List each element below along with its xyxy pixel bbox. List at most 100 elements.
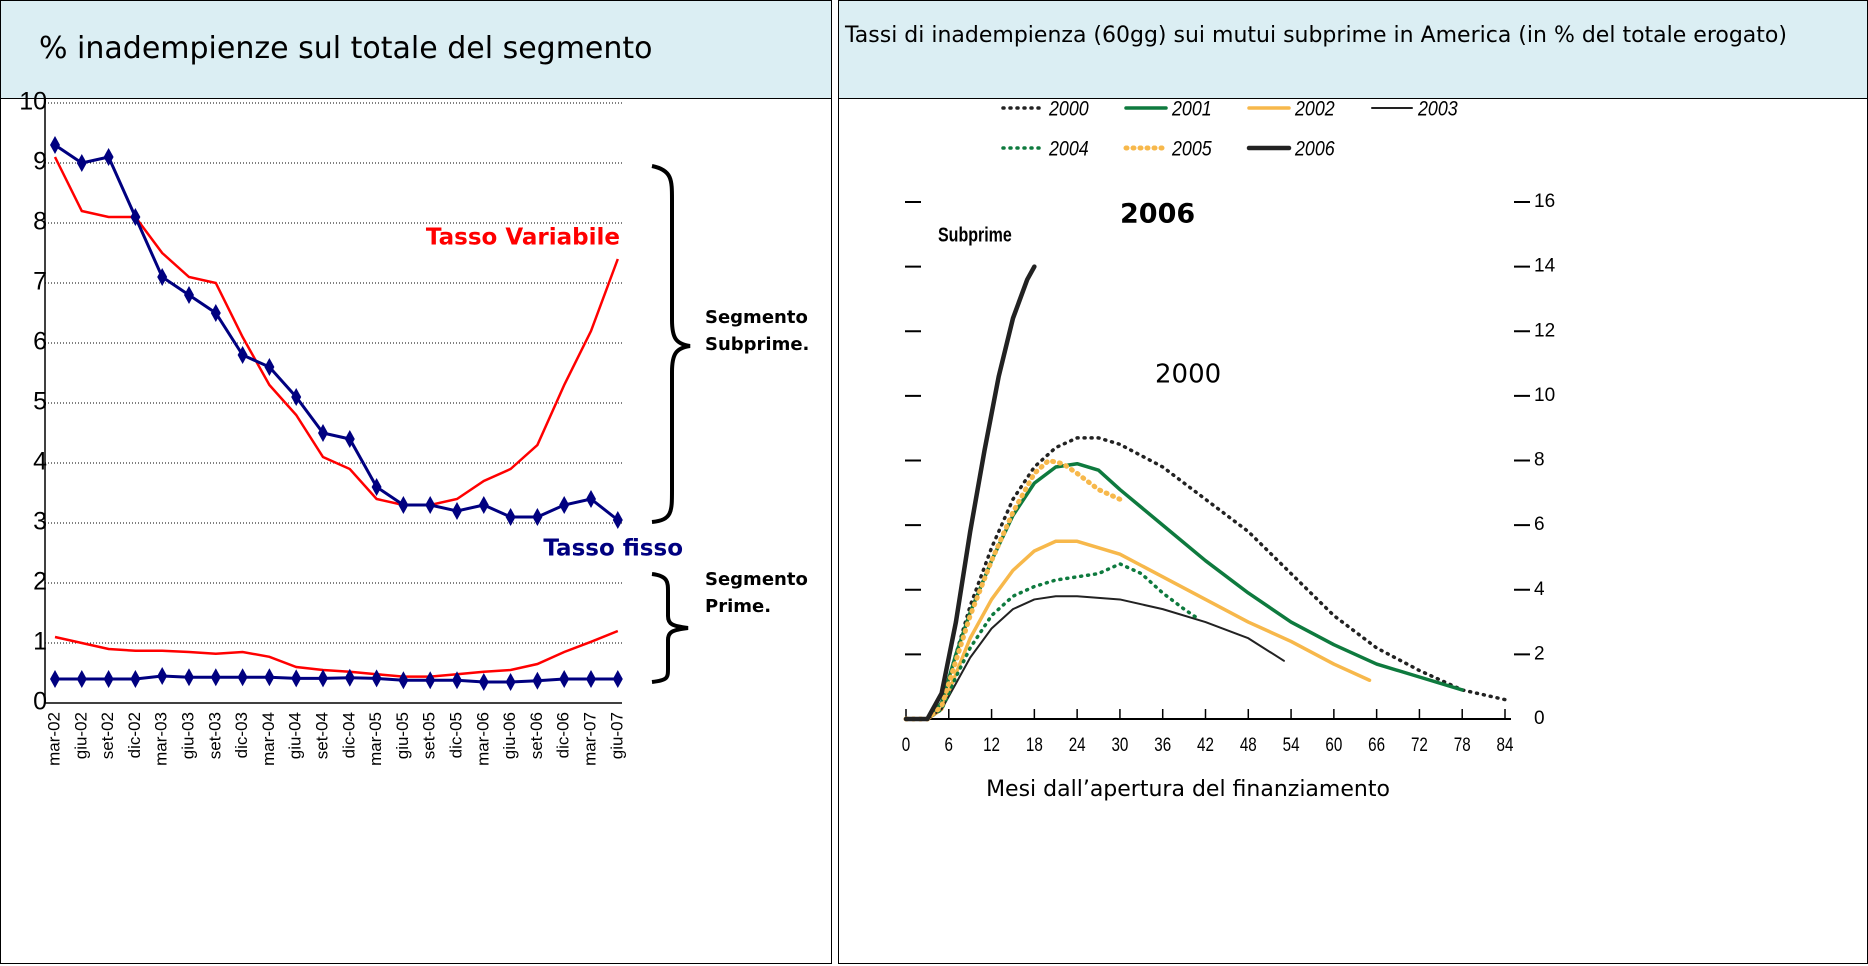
point xyxy=(103,670,114,688)
point xyxy=(425,671,436,690)
series-line xyxy=(53,156,619,507)
x-tick-label: 60 xyxy=(1325,733,1342,755)
y-tick-label: 2 xyxy=(1534,643,1545,664)
x-tick-label: mar-05 xyxy=(366,712,385,766)
x-tick-label: dic-05 xyxy=(446,712,465,758)
x-tick-label: giu-07 xyxy=(607,712,626,759)
x-tick-label: giu-03 xyxy=(178,712,197,759)
point xyxy=(505,673,516,691)
annotation: Segmento xyxy=(705,307,808,328)
point xyxy=(264,668,275,687)
x-tick-label: set-02 xyxy=(98,712,117,759)
point xyxy=(184,286,194,304)
annotation: Prime. xyxy=(705,596,771,617)
y-tick-label: 7 xyxy=(33,268,47,296)
y-tick-label: 2 xyxy=(33,568,47,596)
right-panel: Tassi di inadempienza (60gg) sui mutui s… xyxy=(838,0,1868,964)
point xyxy=(532,508,543,526)
point xyxy=(478,496,489,514)
legend-label: 2003 xyxy=(1417,97,1458,121)
point xyxy=(612,670,623,688)
x-tick-label: 24 xyxy=(1069,733,1086,755)
point xyxy=(318,424,328,442)
point xyxy=(76,670,87,688)
point xyxy=(264,358,275,376)
point xyxy=(371,669,382,688)
x-tick-label: mar-07 xyxy=(580,712,599,766)
point xyxy=(318,669,328,688)
point xyxy=(344,430,355,448)
chart-title: % inadempienze sul totale del segmento xyxy=(1,1,831,99)
point xyxy=(50,136,60,154)
legend-label: 2004 xyxy=(1048,137,1089,161)
point xyxy=(157,268,168,286)
point xyxy=(371,478,382,496)
x-tick-label: 6 xyxy=(945,733,953,755)
point xyxy=(505,508,516,526)
x-tick-label: mar-03 xyxy=(152,712,171,766)
point xyxy=(157,667,168,685)
legend-label: 2005 xyxy=(1171,137,1212,161)
annotation: Segmento xyxy=(705,569,808,590)
x-tick-label: giu-05 xyxy=(393,712,412,759)
x-tick-label: 72 xyxy=(1411,733,1428,755)
annotation: Subprime xyxy=(938,224,1012,246)
x-tick-label: mar-06 xyxy=(473,712,492,766)
x-tick-label: 0 xyxy=(902,733,910,755)
series-line xyxy=(54,143,619,522)
y-tick-label: 8 xyxy=(1534,450,1545,471)
x-tick-label: giu-02 xyxy=(71,712,90,759)
x-tick-label: 48 xyxy=(1240,733,1257,755)
x-tick-label: dic-06 xyxy=(554,712,573,758)
x-tick-label: 78 xyxy=(1454,733,1471,755)
x-tick-label: 36 xyxy=(1154,733,1171,755)
x-tick-label: giu-04 xyxy=(286,712,305,759)
x-tick-label: 66 xyxy=(1368,733,1385,755)
point xyxy=(559,670,570,688)
legend-label: 2002 xyxy=(1294,97,1335,121)
x-tick-label: 54 xyxy=(1283,733,1300,755)
point xyxy=(532,671,543,690)
legend-label: 2001 xyxy=(1171,97,1212,121)
point xyxy=(291,388,302,406)
x-tick-label: dic-04 xyxy=(339,712,358,758)
series-line xyxy=(903,458,1123,722)
x-tick-label: 12 xyxy=(983,733,1000,755)
series-line xyxy=(55,674,618,684)
point xyxy=(478,673,489,691)
x-tick-label: set-06 xyxy=(527,712,546,759)
point xyxy=(130,208,141,226)
point xyxy=(76,154,87,172)
annotation: Subprime. xyxy=(705,334,809,355)
y-tick-label: 9 xyxy=(33,148,47,176)
point xyxy=(184,668,194,687)
annotation: 2000 xyxy=(1155,360,1221,390)
y-tick-label: 4 xyxy=(33,448,47,476)
left-panel: % inadempienze sul totale del segmento xyxy=(0,0,832,964)
point xyxy=(586,670,596,688)
y-tick-label: 5 xyxy=(33,388,47,416)
point xyxy=(237,668,248,687)
y-tick-label: 6 xyxy=(1534,514,1545,535)
x-axis-label: Mesi dall’apertura del finanziamento xyxy=(986,777,1390,802)
y-tick-label: 16 xyxy=(1534,191,1555,212)
series-line xyxy=(904,562,1201,721)
x-tick-label: set-04 xyxy=(312,712,331,759)
x-tick-label: giu-06 xyxy=(500,712,519,759)
series-line xyxy=(54,629,619,678)
y-tick-label: 10 xyxy=(19,88,47,116)
point xyxy=(237,346,248,364)
series-line xyxy=(904,539,1372,721)
y-tick-label: 6 xyxy=(33,328,47,356)
point xyxy=(103,148,114,166)
y-tick-label: 0 xyxy=(33,688,47,716)
legend-label: 2000 xyxy=(1048,97,1089,121)
point xyxy=(452,671,462,690)
point xyxy=(452,502,462,520)
x-tick-label: mar-02 xyxy=(44,712,63,766)
point xyxy=(586,490,596,508)
y-tick-label: 10 xyxy=(1534,385,1555,406)
point xyxy=(50,670,60,688)
